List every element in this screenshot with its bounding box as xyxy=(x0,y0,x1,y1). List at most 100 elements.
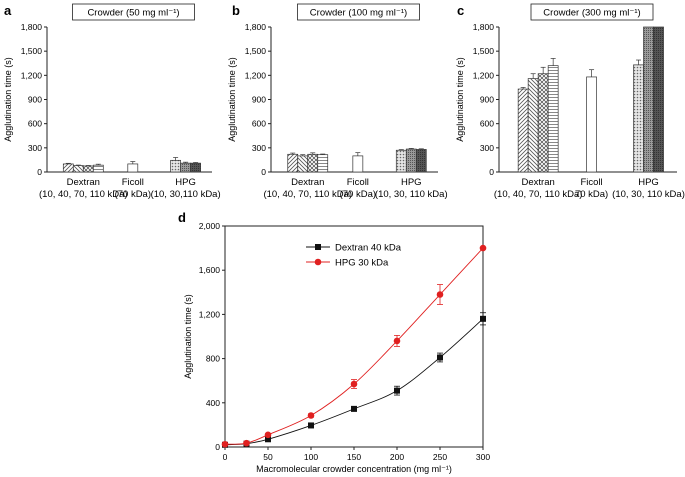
category-label: Dextran xyxy=(291,177,324,188)
bar-chart-b: 0 300 600 900 1,200 1,500 1,800 Agglutination t… xyxy=(227,3,448,200)
category-sublabel: (70 kDa) xyxy=(340,189,376,200)
y-tick-label: 300 xyxy=(28,143,42,153)
data-point xyxy=(351,405,357,412)
bar xyxy=(352,155,364,173)
chart-title-box xyxy=(72,3,195,21)
category-label: Dextran xyxy=(67,177,100,188)
category-sublabel: (10, 30, 110 kDa) xyxy=(375,189,448,200)
y-tick-label: 1,500 xyxy=(473,46,495,56)
category-label: Dextran xyxy=(522,177,555,188)
y-axis-label: Agglutination time (s) xyxy=(183,294,193,379)
x-tick-label: 0 xyxy=(223,452,228,462)
category-sublabel: (70 kDa) xyxy=(115,189,151,200)
x-tick-label: 50 xyxy=(263,452,273,462)
y-tick-label: 1,200 xyxy=(199,309,221,319)
y-tick-label: 2,000 xyxy=(199,221,221,231)
x-axis-label: Macromolecular crowder concentration (mg… xyxy=(256,464,452,474)
y-tick-label: 600 xyxy=(28,119,42,129)
y-tick-label: 1,500 xyxy=(21,46,43,56)
bar xyxy=(405,148,417,173)
category-sublabel: (10, 40, 70, 110 kDa) xyxy=(263,189,352,200)
bar xyxy=(127,163,139,173)
panel-label-a: a xyxy=(4,3,12,18)
y-tick-label: 1,800 xyxy=(473,22,495,32)
category-label: HPG xyxy=(401,177,422,188)
x-tick-label: 100 xyxy=(304,452,318,462)
bar xyxy=(547,65,559,173)
chart-title: Crowder (300 mg ml⁻¹) xyxy=(543,8,640,19)
bar xyxy=(62,163,74,173)
y-tick-label: 0 xyxy=(261,167,266,177)
bar xyxy=(415,149,427,173)
y-tick-label: 1,200 xyxy=(473,70,495,80)
data-point xyxy=(307,412,315,419)
bar xyxy=(317,154,329,173)
panel-label-d: d xyxy=(178,210,186,225)
legend-marker xyxy=(314,258,322,266)
bar xyxy=(643,26,654,173)
x-tick-label: 200 xyxy=(390,452,404,462)
bar xyxy=(170,159,181,173)
y-tick-label: 900 xyxy=(480,95,494,105)
y-axis-label: Agglutination time (s) xyxy=(227,57,237,142)
bar xyxy=(92,164,104,173)
legend-label: Dextran 40 kDa xyxy=(335,243,402,254)
data-point xyxy=(393,337,401,345)
y-tick-label: 1,200 xyxy=(245,70,267,80)
chart-title: Crowder (100 mg ml⁻¹) xyxy=(310,8,407,19)
bar xyxy=(633,64,644,173)
bar xyxy=(82,165,94,173)
y-tick-label: 0 xyxy=(215,442,220,452)
category-sublabel: (10, 30, 110 kDa) xyxy=(612,189,685,200)
x-tick-label: 300 xyxy=(476,452,490,462)
y-tick-label: 300 xyxy=(252,143,266,153)
chart-title: Crowder (50 mg ml⁻¹) xyxy=(87,8,179,19)
y-tick-label: 1,800 xyxy=(245,22,267,32)
y-tick-label: 1,200 xyxy=(21,70,43,80)
legend-label: HPG 30 kDa xyxy=(335,258,389,269)
legend-marker xyxy=(315,244,321,250)
data-point xyxy=(221,440,229,448)
bar xyxy=(180,162,191,173)
data-point xyxy=(243,439,250,447)
bar xyxy=(72,165,84,173)
x-tick-label: 150 xyxy=(347,452,361,462)
category-label: HPG xyxy=(638,177,659,188)
bar xyxy=(297,155,309,173)
data-point xyxy=(264,431,272,439)
bar xyxy=(190,162,201,173)
y-tick-label: 400 xyxy=(206,398,220,408)
bar xyxy=(586,76,597,173)
chart-title-box xyxy=(530,3,654,21)
bar xyxy=(537,73,549,173)
category-label: Ficoll xyxy=(347,177,369,188)
bar-chart-c: 0 300 600 900 1,200 1,500 1,800 Agglutination t… xyxy=(455,3,685,200)
y-tick-label: 600 xyxy=(252,119,266,129)
data-point xyxy=(394,387,400,394)
y-tick-label: 1,600 xyxy=(199,265,221,275)
bar xyxy=(527,78,539,173)
y-tick-label: 300 xyxy=(480,143,494,153)
line-chart-d: 0 400 800 1,200 1,600 2,000 0 50 100 150 200 250 300… xyxy=(183,221,490,474)
category-label: HPG xyxy=(175,177,196,188)
y-tick-label: 600 xyxy=(480,119,494,129)
panel-label-c: c xyxy=(457,3,464,18)
bar xyxy=(307,153,319,173)
series-line xyxy=(224,247,484,445)
bar xyxy=(395,149,407,173)
x-tick-label: 250 xyxy=(433,452,447,462)
y-tick-label: 900 xyxy=(252,95,266,105)
panel-label-b: b xyxy=(232,3,240,18)
y-tick-label: 0 xyxy=(37,167,42,177)
category-label: Ficoll xyxy=(580,177,602,188)
data-point xyxy=(479,244,487,252)
bar-chart-a: 0 300 600 900 1,200 1,500 1,800 Agglutination t… xyxy=(3,3,221,200)
category-sublabel: (10, 40, 70, 110 kDa) xyxy=(39,189,128,200)
data-point xyxy=(436,291,444,298)
category-label: Ficoll xyxy=(122,177,144,188)
y-tick-label: 1,800 xyxy=(21,22,43,32)
data-point xyxy=(350,380,358,388)
category-sublabel: 70 kDa) xyxy=(575,189,608,200)
y-axis-label: Agglutination time (s) xyxy=(3,57,13,142)
